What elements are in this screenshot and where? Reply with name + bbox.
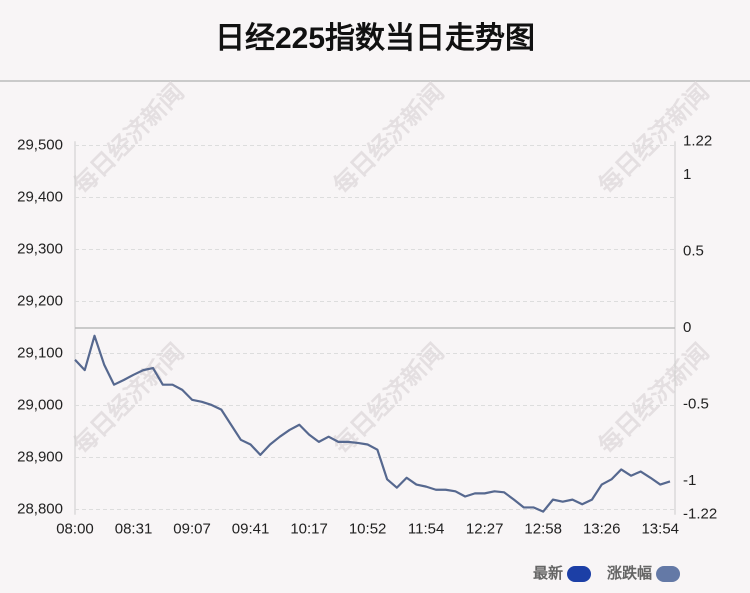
y-tick-label: 28,900	[17, 448, 63, 465]
y-tick-label: 29,200	[17, 292, 63, 309]
y-tick-label: 29,000	[17, 396, 63, 413]
x-tick-label: 13:26	[583, 521, 621, 538]
y2-tick-label: 0	[683, 319, 691, 336]
y-tick-label: 29,500	[17, 136, 63, 153]
y2-tick-label: -1.22	[683, 506, 717, 523]
x-tick-label: 13:54	[641, 521, 679, 538]
legend-marker	[656, 566, 681, 582]
y-tick-label: 28,800	[17, 500, 63, 517]
x-tick-label: 11:54	[408, 521, 444, 538]
x-tick-label: 09:41	[232, 521, 270, 538]
legend-label: 涨跌幅	[607, 564, 652, 582]
y2-tick-label: 1.22	[683, 132, 712, 149]
x-tick-label: 08:31	[115, 521, 153, 538]
y2-tick-label: -1	[683, 472, 696, 489]
legend-marker	[567, 566, 592, 582]
x-tick-label: 10:17	[290, 521, 328, 538]
x-tick-label: 08:00	[56, 521, 94, 538]
legend-label: 最新	[533, 564, 563, 582]
x-tick-label: 12:27	[466, 521, 504, 538]
y-tick-label: 29,100	[17, 344, 63, 361]
y-tick-label: 29,300	[17, 240, 63, 257]
x-tick-label: 09:07	[173, 521, 211, 538]
y2-tick-label: 0.5	[683, 242, 704, 259]
chart-title: 日经225指数当日走势图	[215, 21, 535, 55]
x-tick-label: 12:58	[524, 521, 562, 538]
x-tick-label: 10:52	[349, 521, 387, 538]
y-tick-label: 29,400	[17, 188, 63, 205]
y2-tick-label: -0.5	[683, 395, 709, 412]
y2-tick-label: 1	[683, 166, 691, 183]
price-line	[74, 334, 671, 513]
